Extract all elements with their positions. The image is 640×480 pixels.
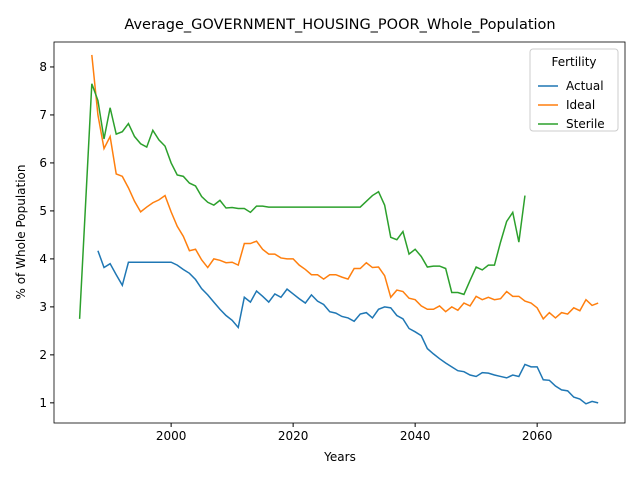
line-series	[97, 250, 599, 405]
y-tick-label: 1	[39, 396, 47, 410]
legend-label: Actual	[566, 79, 604, 93]
y-tick-label: 6	[39, 156, 47, 170]
x-tick-label: 2000	[156, 429, 187, 443]
x-tick-label: 2060	[522, 429, 553, 443]
y-tick-label: 3	[39, 300, 47, 314]
y-tick-label: 7	[39, 108, 47, 122]
line-series	[91, 54, 599, 321]
legend-label: Ideal	[566, 98, 595, 112]
y-tick-label: 8	[39, 60, 47, 74]
x-tick-label: 2040	[400, 429, 431, 443]
legend-box	[529, 48, 619, 132]
legend-label: Sterile	[566, 117, 605, 131]
x-axis-label: Years	[323, 450, 356, 464]
legend-title: Fertility	[551, 55, 596, 69]
x-tick-label: 2020	[278, 429, 309, 443]
y-tick-label: 2	[39, 348, 47, 362]
line-series	[78, 83, 526, 319]
y-tick-label: 4	[39, 252, 47, 266]
plot-frame	[53, 41, 626, 424]
chart-title: Average_GOVERNMENT_HOUSING_POOR_Whole_Po…	[124, 17, 555, 33]
y-axis-label: % of Whole Population	[14, 165, 28, 300]
y-tick-label: 5	[39, 204, 47, 218]
